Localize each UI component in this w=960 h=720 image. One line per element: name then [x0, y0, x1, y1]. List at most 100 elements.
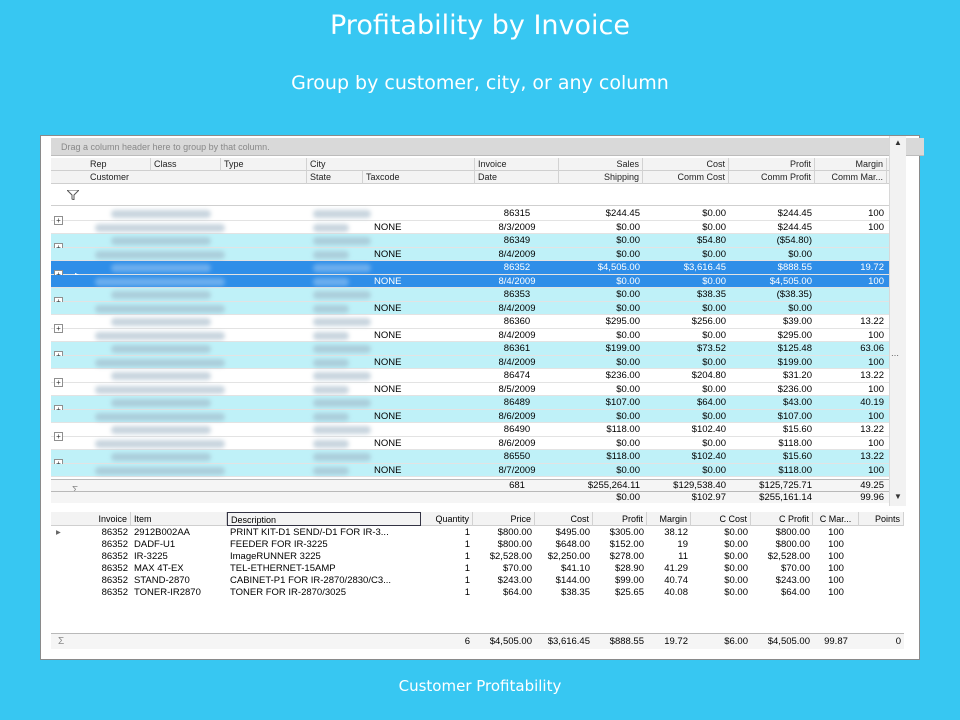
col-rep[interactable]: Rep: [87, 158, 151, 172]
detail-row[interactable]: 86352 STAND-2870 CABINET-P1 FOR IR-2870/28…: [51, 575, 904, 587]
expand-icon[interactable]: +: [54, 378, 63, 387]
detail-row[interactable]: 86352 MAX 4T-EX TEL-ETHERNET-15AMP 1 $70.00 $…: [51, 563, 904, 575]
detail-row[interactable]: ▸ 86352 2912B002AA PRINT KIT-D1 SEND/-D1 FO…: [51, 527, 904, 539]
detail-col-item[interactable]: Item: [131, 512, 227, 526]
detail-col-c-cost[interactable]: C Cost: [691, 512, 751, 526]
detail-profit-cell: $28.90: [614, 563, 644, 574]
table-row[interactable]: +86349$0.00$54.80($54.80): [51, 234, 889, 252]
detail-price-cell: $800.00: [497, 527, 532, 538]
col-type[interactable]: Type: [221, 158, 307, 172]
filter-icon[interactable]: [67, 190, 79, 200]
sigma-icon: Σ: [69, 484, 83, 498]
table-row[interactable]: NONE 8/5/2009 $0.00 $0.00 $236.00 100: [51, 383, 889, 396]
detail-c-cost-cell: $0.00: [724, 527, 748, 538]
col-customer[interactable]: Customer: [87, 171, 307, 185]
detail-col-price[interactable]: Price: [473, 512, 535, 526]
col-profit[interactable]: Profit: [729, 158, 815, 172]
col-invoice[interactable]: Invoice: [475, 158, 559, 172]
detail-points-cell: [859, 563, 904, 575]
splitter-grip-icon[interactable]: ⋯: [891, 351, 899, 360]
col-shipping[interactable]: Shipping: [559, 171, 643, 185]
sales-cell: $107.00: [605, 397, 640, 408]
summary-margin-cell: 49.25: [860, 480, 884, 491]
summary-invoice-cell: [475, 492, 559, 504]
redacted-city: [313, 223, 349, 232]
table-row[interactable]: NONE 8/6/2009 $0.00 $0.00 $118.00 100: [51, 437, 889, 450]
invoice-cell: 8/4/2009: [498, 275, 536, 287]
detail-row[interactable]: 86352 TONER-IR2870 TONER FOR IR-2870/3025 1…: [51, 587, 904, 599]
table-row[interactable]: NONE 8/4/2009 $0.00 $0.00 $4,505.00 100: [51, 274, 889, 288]
detail-c-profit-cell: $64.00: [780, 587, 810, 598]
scroll-up-icon[interactable]: ▲: [894, 138, 902, 147]
margin-cell: 100: [868, 356, 884, 368]
detail-summary-c-profit: $4,505.00: [767, 636, 810, 647]
detail-col-quantity[interactable]: Quantity: [421, 512, 473, 526]
expand-icon[interactable]: +: [54, 432, 63, 441]
table-row[interactable]: +86360 $295.00 $256.00 $39.00 13.22: [51, 315, 889, 333]
detail-col-profit[interactable]: Profit: [593, 512, 647, 526]
profit-cell: ($54.80): [776, 235, 812, 246]
detail-col-c-profit[interactable]: C Profit: [751, 512, 813, 526]
profit-cell: $31.20: [782, 370, 812, 381]
detail-summary-points: 0: [895, 636, 901, 647]
detail-cost-cell: $144.00: [555, 575, 590, 586]
redacted-customer: [95, 439, 225, 448]
detail-col-c-margin[interactable]: C Mar...: [813, 512, 859, 526]
col-taxcode[interactable]: Taxcode: [363, 171, 475, 185]
detail-quantity-cell: 1: [464, 575, 470, 586]
slide-subtitle: Group by customer, city, or any column: [291, 72, 669, 94]
detail-col-invoice[interactable]: Invoice: [73, 512, 131, 526]
col-comm-margin[interactable]: Comm Mar...: [815, 171, 887, 185]
detail-invoice-cell: 86352: [101, 563, 128, 574]
detail-row[interactable]: 86352 IR-3225 ImageRUNNER 3225 1 $2,528.00 $2…: [51, 551, 904, 563]
margin-cell: 100: [868, 208, 884, 219]
table-row[interactable]: +86490 $118.00 $102.40 $15.60 13.22: [51, 423, 889, 441]
col-comm-profit[interactable]: Comm Profit: [729, 171, 815, 185]
expand-icon[interactable]: +: [54, 216, 63, 225]
detail-col-cost[interactable]: Cost: [535, 512, 593, 526]
detail-profit-cell: $25.65: [614, 587, 644, 598]
redacted-customer: [95, 223, 225, 232]
expand-icon[interactable]: +: [54, 324, 63, 333]
summary-cost-cell: $102.97: [691, 492, 726, 503]
table-row[interactable]: NONE 8/4/2009 $0.00 $0.00 $199.00 100: [51, 355, 889, 369]
redacted-customer: [111, 372, 211, 380]
scroll-down-icon[interactable]: ▼: [894, 492, 902, 501]
redacted-customer: [111, 264, 211, 272]
table-row[interactable]: NONE 8/4/2009 $0.00 $0.00 $0.00: [51, 301, 889, 315]
sales-cell: $4,505.00: [597, 262, 640, 273]
col-city[interactable]: City: [307, 158, 475, 172]
col-sales[interactable]: Sales: [559, 158, 643, 172]
profit-cell: ($38.35): [776, 289, 812, 300]
col-class[interactable]: Class: [151, 158, 221, 172]
col-state[interactable]: State: [307, 171, 363, 185]
vertical-scrollbar[interactable]: ▲ ⋯ ▼: [889, 136, 906, 506]
detail-col-margin[interactable]: Margin: [647, 512, 691, 526]
col-date[interactable]: Date: [475, 171, 559, 185]
table-row[interactable]: NONE 8/6/2009 $0.00 $0.00 $107.00 100: [51, 409, 889, 423]
col-comm-cost[interactable]: Comm Cost: [643, 171, 729, 185]
margin-cell: 40.19: [860, 397, 884, 408]
table-row[interactable]: NONE 8/4/2009 $0.00 $0.00 $0.00: [51, 247, 889, 261]
detail-col-description[interactable]: Description: [227, 512, 421, 526]
col-margin[interactable]: Margin: [815, 158, 887, 172]
detail-row[interactable]: 86352 DADF-U1 FEEDER FOR IR-3225 1 $800.00 $6…: [51, 539, 904, 551]
table-row[interactable]: +86474 $236.00 $204.80 $31.20 13.22: [51, 369, 889, 387]
table-row[interactable]: NONE 8/7/2009 $0.00 $0.00 $118.00 100: [51, 463, 889, 477]
detail-col-points[interactable]: Points: [859, 512, 904, 526]
table-row[interactable]: +86353$0.00$38.35($38.35): [51, 288, 889, 306]
filter-row[interactable]: [51, 184, 889, 206]
table-row[interactable]: +86315 $244.45 $0.00 $244.45 100: [51, 207, 889, 225]
group-by-panel[interactable]: Drag a column header here to group by th…: [51, 138, 924, 156]
table-row[interactable]: NONE 8/3/2009 $0.00 $0.00 $244.45 100: [51, 221, 889, 234]
detail-cost-cell: $648.00: [555, 539, 590, 550]
redacted-customer: [95, 466, 225, 475]
col-cost[interactable]: Cost: [643, 158, 729, 172]
sales-cell: $199.00: [605, 343, 640, 354]
table-row[interactable]: NONE 8/4/2009 $0.00 $0.00 $295.00 100: [51, 329, 889, 342]
profit-cell: $0.00: [788, 302, 812, 314]
